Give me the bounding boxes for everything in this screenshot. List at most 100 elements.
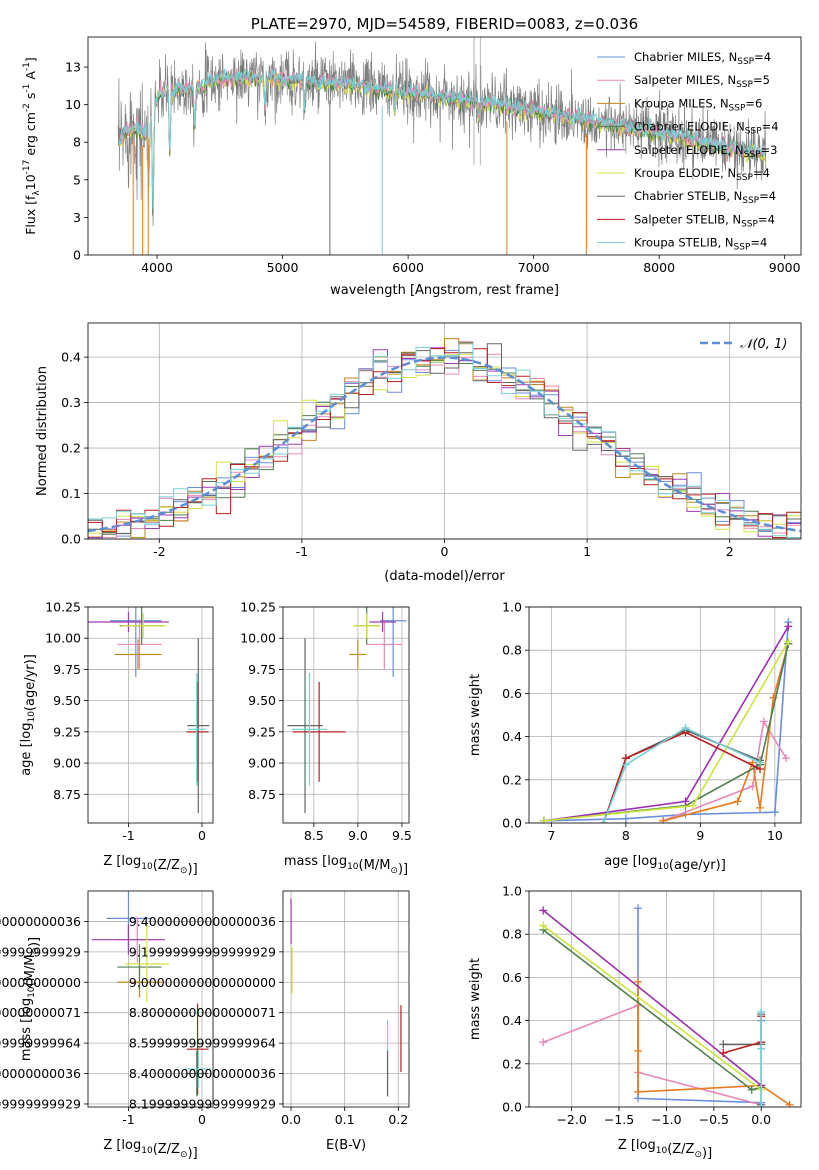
weight-marker	[688, 801, 697, 810]
weight-marker	[681, 797, 690, 806]
y-tick-label: 8.80000000000000071	[0, 1005, 81, 1020]
weight-marker	[599, 819, 608, 823]
x-axis-label: Z [log10(Z/Z⊙)]	[618, 1138, 712, 1161]
legend-label: Salpeter STELIB, NSSP=4	[634, 212, 775, 229]
weight-marker	[756, 758, 765, 767]
y-tick-label: 0.4	[61, 350, 81, 365]
legend-label: Kroupa ELODIE, NSSP=4	[634, 166, 770, 183]
x-tick-label: 5000	[267, 260, 299, 275]
x-tick-label: 9	[696, 828, 704, 843]
y-tick-label: 10.00	[45, 631, 81, 646]
weight-line-accent_yellowgreen	[543, 641, 789, 822]
x-tick-label: -1	[122, 1112, 134, 1127]
weight-marker	[681, 723, 690, 732]
weight-marker	[633, 1046, 642, 1055]
axes-frame	[528, 890, 802, 1108]
legend-label: Chabrier STELIB, NSSP=4	[634, 189, 776, 206]
axes-frame	[87, 36, 802, 256]
legend-label: Salpeter ELODIE, NSSP=3	[634, 143, 777, 160]
panel-mass-age: 8.5 9.0 9.5 8.75 9.00 9.25 9.50 9.75 10.00 10.25 m…	[240, 600, 412, 878]
weight-marker	[748, 782, 757, 791]
y-tick-label: 0.0	[502, 816, 522, 831]
weight-marker	[539, 816, 548, 823]
panel-Z-age: -1 0 8.75 9.00 9.25 9.50 9.75 10.00 10.25 Z [log1…	[19, 600, 214, 877]
y-tick-label: 9.19999999999999929	[0, 944, 81, 959]
panel-ebv-mass: 0.0 0.1 0.2 8.19999999999999929 8.4000000000…	[129, 890, 410, 1153]
y-tick-label: 9.25	[248, 724, 276, 739]
x-tick-label: 7	[547, 828, 555, 843]
weight-marker	[757, 1044, 766, 1053]
x-tick-label: 8	[622, 828, 630, 843]
x-tick-label: −1.5	[604, 1112, 634, 1127]
x-tick-label: −0.5	[699, 1112, 729, 1127]
y-tick-label: 9.75	[248, 662, 276, 677]
weight-marker	[784, 637, 793, 646]
x-tick-label: 0	[441, 544, 449, 559]
axes-frame	[87, 890, 214, 1108]
weight-line-chabrier-miles	[637, 908, 762, 1104]
weight-line-accent_purple	[542, 909, 762, 1087]
y-axis-label: mass weight	[468, 674, 483, 756]
y-tick-label: 0.4	[502, 1013, 522, 1028]
y-tick-label: 10.00	[240, 631, 276, 646]
weight-line-accent_purple	[543, 625, 789, 822]
legend-label: Salpeter MILES, NSSP=5	[634, 73, 770, 90]
weight-line-accent_yellowgreen	[542, 924, 762, 1091]
x-tick-label: 1	[583, 544, 591, 559]
y-tick-label: 9.00	[53, 756, 81, 771]
y-tick-label: 0.6	[502, 686, 522, 701]
x-tick-label: −2.0	[556, 1112, 586, 1127]
weight-line-salpeter-miles	[662, 719, 787, 822]
weight-marker	[633, 1087, 642, 1096]
y-tick-label: 9.00	[248, 756, 276, 771]
plot-area-spectrum	[117, 37, 767, 255]
y-tick-label: 8.40000000000000036	[129, 1066, 276, 1081]
weight-line-chabrier-elodie	[543, 643, 790, 822]
x-tick-label: 0.0	[751, 1112, 771, 1127]
y-tick-label: 9.00000000000000000	[129, 975, 276, 990]
plot-area-ebv-mass	[290, 898, 402, 1097]
y-tick-label: 0	[73, 248, 81, 263]
axes-frame	[282, 890, 410, 1108]
y-tick-label: 10.25	[45, 600, 81, 615]
x-tick-label: 8000	[643, 260, 675, 275]
weight-marker	[539, 921, 548, 930]
axes-frame	[87, 322, 802, 540]
weight-marker	[659, 816, 668, 823]
y-tick-label: 0.0	[61, 532, 81, 547]
plot-area-weight-Z	[539, 904, 794, 1107]
y-tick-label: 9.19999999999999929	[129, 944, 276, 959]
y-tick-label: 0.0	[502, 1100, 522, 1115]
x-axis-label: age [log10(age/yr)]	[604, 854, 726, 873]
axes-frame	[282, 606, 410, 824]
x-tick-label: -1	[122, 828, 134, 843]
residual-histogram-kroupa-stelib	[88, 342, 801, 539]
weight-line-salpeter-stelib	[723, 1016, 762, 1054]
x-tick-label: 0	[198, 828, 206, 843]
weight-marker	[539, 1038, 548, 1047]
y-tick-label: 8.19999999999999929	[0, 1096, 81, 1111]
x-tick-label: 4000	[141, 260, 173, 275]
weight-line-kroupa-stelib	[602, 727, 761, 823]
y-tick-label: 0.8	[502, 643, 522, 658]
plot-area-mass-age	[287, 607, 407, 814]
x-tick-label: -1	[296, 544, 308, 559]
weight-marker	[784, 622, 793, 631]
y-axis-label: age [log10(age/yr)]	[19, 654, 38, 776]
plot-area-weight-age	[539, 618, 793, 823]
x-axis-label: E(B-V)	[326, 1138, 366, 1153]
x-axis-label: Z [log10(Z/Z⊙)]	[103, 1138, 197, 1161]
y-tick-label: 0.2	[502, 772, 522, 787]
legend-label: 𝒩(0, 1)	[740, 337, 787, 352]
y-tick-label: 10.25	[240, 600, 276, 615]
weight-marker	[719, 1049, 728, 1057]
weight-marker	[782, 754, 791, 763]
y-tick-label: 8.59999999999999964	[0, 1036, 81, 1051]
weight-marker	[539, 906, 548, 915]
y-tick-label: 9.40000000000000036	[0, 914, 81, 929]
weight-line-accent_orange	[662, 643, 790, 822]
y-tick-label: 9.00000000000000000	[0, 975, 81, 990]
y-tick-label: 0.8	[502, 927, 522, 942]
y-tick-label: 8.75	[53, 787, 81, 802]
y-tick-label: 9.75	[53, 662, 81, 677]
